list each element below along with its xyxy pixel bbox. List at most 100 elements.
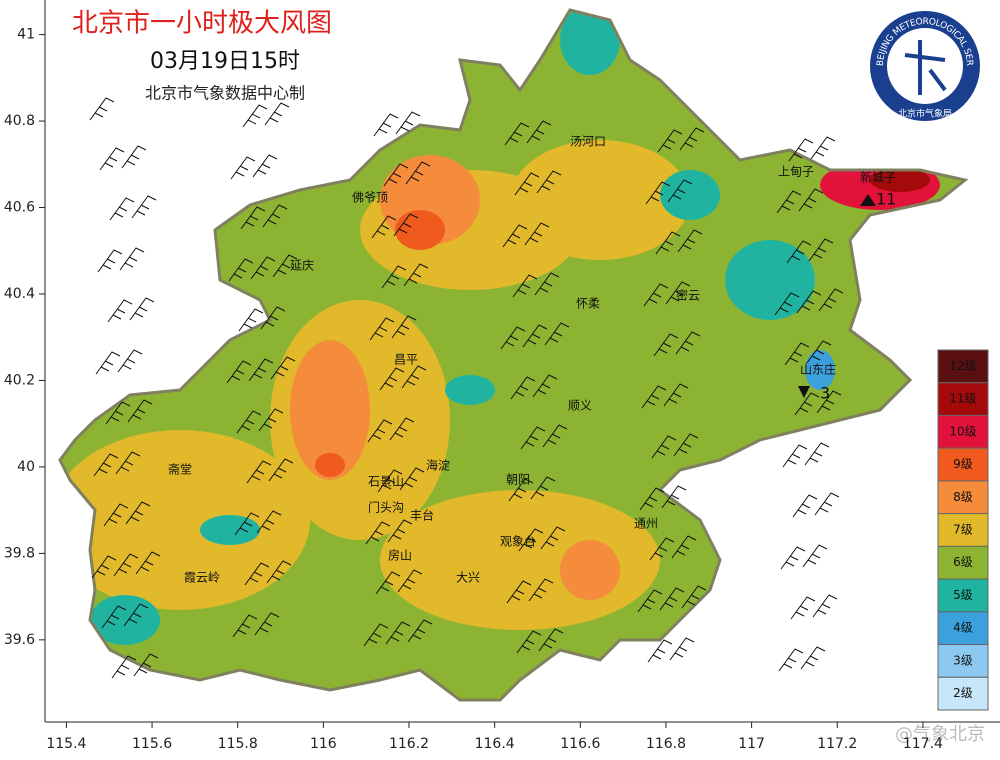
wind-barb: [407, 619, 433, 643]
wind-barb: [246, 460, 272, 484]
wind-barb: [532, 374, 558, 398]
wind-barb: [230, 156, 256, 180]
wind-barb: [794, 392, 820, 416]
wind-barb: [401, 365, 427, 389]
wind-barb: [659, 587, 685, 611]
wind-barb: [663, 383, 689, 407]
legend-label: 11级: [949, 392, 976, 406]
wind-barb: [262, 204, 288, 228]
wind-barb: [542, 424, 568, 448]
wind-barb: [369, 317, 395, 341]
extreme-marker: [860, 194, 876, 206]
wind-barb: [258, 408, 284, 432]
wind-barb: [637, 589, 663, 613]
wind-barb: [530, 476, 556, 500]
wind-barb: [538, 628, 564, 652]
wind-barb: [391, 315, 417, 339]
place-label: 朝阳: [506, 473, 530, 487]
legend-swatch: [937, 382, 989, 416]
wind-barb: [375, 571, 401, 595]
wind-barb: [379, 367, 405, 391]
wind-barb: [133, 653, 159, 677]
wind-barb: [649, 537, 675, 561]
x-tick-label: 116.8: [646, 736, 686, 752]
wind-barb: [655, 231, 681, 255]
x-tick-label: 116.2: [389, 736, 429, 752]
wind-barb: [661, 485, 687, 509]
wind-barb: [254, 612, 280, 636]
x-tick-label: 116.4: [475, 736, 515, 752]
wind-barb: [522, 324, 548, 348]
wind-barb: [238, 308, 264, 332]
wind-barb: [226, 360, 252, 384]
legend-label: 12级: [949, 359, 976, 373]
place-label: 汤河口: [570, 135, 606, 149]
wind-barb: [504, 122, 530, 146]
legend-swatch: [937, 480, 989, 515]
wind-barb: [540, 526, 566, 550]
wind-barb: [669, 637, 695, 661]
legend-swatch: [937, 578, 989, 613]
wind-barb: [381, 265, 407, 289]
legend-swatch: [937, 644, 989, 678]
wind-barb: [800, 646, 826, 670]
wind-barb: [526, 120, 552, 144]
place-label: 延庆: [290, 259, 314, 273]
wind-barb: [101, 605, 127, 629]
wind-barb: [806, 340, 832, 364]
place-label: 大兴: [456, 571, 480, 585]
wind-barb: [510, 376, 536, 400]
wind-barb: [524, 222, 550, 246]
legend-swatch: [937, 513, 989, 547]
wind-barb: [816, 390, 842, 414]
extreme-value: 11: [876, 190, 896, 209]
wind-barb: [99, 147, 125, 171]
legend-label: 2级: [953, 686, 973, 700]
x-tick-label: 115.4: [46, 736, 86, 752]
wind-barb: [679, 127, 705, 151]
place-label: 通州: [634, 517, 658, 531]
y-tick-label: 39.6: [4, 632, 35, 648]
wind-barb: [385, 621, 411, 645]
place-label: 观象台: [500, 534, 536, 549]
wind-barb: [89, 97, 115, 121]
legend-label: 4级: [953, 621, 973, 635]
place-label: 门头沟: [368, 500, 404, 515]
wind-barb: [129, 297, 155, 321]
legend-label: 6级: [953, 555, 973, 569]
y-tick-label: 41: [17, 27, 35, 43]
legend-swatch: [937, 611, 989, 646]
wind-barb: [127, 399, 153, 423]
wind-barb: [516, 630, 542, 654]
wind-barb: [788, 138, 814, 162]
wind-barb: [790, 596, 816, 620]
wind-barb: [528, 578, 554, 602]
wind-barb: [109, 197, 135, 221]
wind-barb: [534, 272, 560, 296]
wind-barb: [812, 594, 838, 618]
wind-barb: [113, 553, 139, 577]
wind-barb: [657, 129, 683, 153]
x-tick-label: 117.4: [903, 736, 943, 752]
wind-barb: [677, 229, 703, 253]
wind-barb: [117, 349, 143, 373]
wind-barb: [123, 603, 149, 627]
x-tick-label: 117: [738, 736, 765, 752]
y-tick-label: 39.8: [4, 545, 35, 561]
wind-barb: [97, 249, 123, 273]
wind-barb: [403, 263, 429, 287]
wind-barb: [804, 442, 830, 466]
wind-barb: [810, 136, 836, 160]
wind-barb: [675, 331, 701, 355]
wind-barb: [240, 206, 266, 230]
wind-barb: [236, 410, 262, 434]
wind-barb: [653, 333, 679, 357]
wind-barb: [399, 467, 425, 491]
wind-barb: [242, 104, 268, 128]
place-label: 怀柔: [576, 297, 600, 311]
wind-barb: [397, 569, 423, 593]
wind-barb: [272, 254, 298, 278]
wind-barb: [502, 224, 528, 248]
place-label: 石景山: [368, 475, 404, 489]
